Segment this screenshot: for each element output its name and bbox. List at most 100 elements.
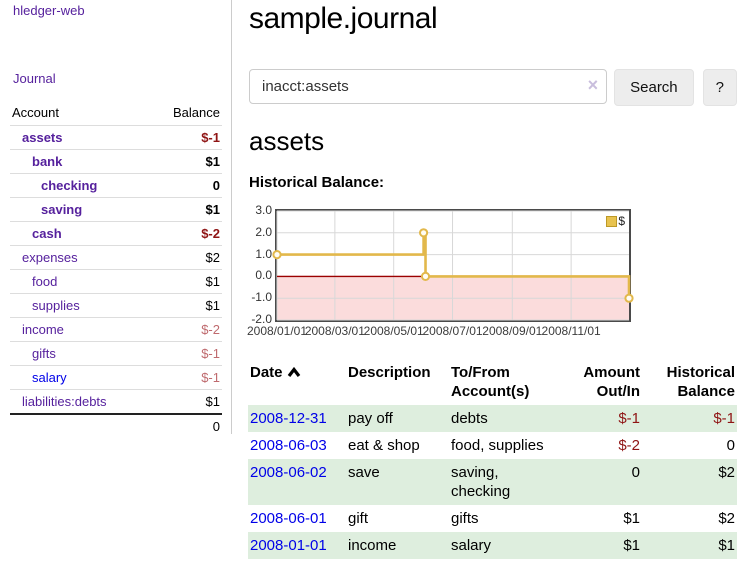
transaction-description: income [348,537,397,554]
account-heading: assets [249,126,325,156]
account-balance: $-1 [149,125,222,150]
account-link-gifts[interactable]: gifts [32,346,56,361]
y-tick-label: 2.0 [255,224,272,239]
sidebar-item-journal[interactable]: Journal [13,71,56,86]
transaction-description: save [348,464,380,481]
account-link-expenses[interactable]: expenses [22,250,78,265]
main-content: sample.journal × Search ? assets Histori… [246,0,737,582]
account-balance: $-1 [149,365,222,390]
transaction-description: gift [348,510,369,527]
y-tick-label: 0.0 [255,268,272,283]
account-link-food[interactable]: food [32,274,58,289]
transaction-description: pay off [348,410,393,427]
plot-area[interactable]: $ [272,209,634,322]
account-row: supplies $1 [10,293,222,318]
transaction-amount: $-1 [618,410,640,427]
legend-label: $ [618,214,625,228]
x-tick-label: 2008/03/01 [304,324,365,338]
transaction-date-link[interactable]: 2008-06-03 [250,437,327,454]
account-row: bank $1 [10,149,222,174]
account-row: gifts $-1 [10,341,222,366]
y-tick-label: -2.0 [251,312,272,326]
accounts-total-value: 0 [149,413,222,438]
transaction-balance: $2 [718,464,735,481]
page-title: sample.journal [249,2,438,35]
account-link-income[interactable]: income [22,322,64,337]
account-row: cash $-2 [10,221,222,246]
account-link-saving[interactable]: saving [41,202,83,217]
transaction-balance: $1 [718,537,735,554]
account-balance: $2 [149,245,222,270]
accounts-header-account: Account [12,105,59,120]
register-row: 2008-06-03 eat & shop food, supplies $-2… [248,432,737,459]
search-help-button[interactable]: ? [702,69,737,106]
account-link-liabilities-debts[interactable]: liabilities:debts [22,394,107,409]
search-button[interactable]: Search [614,69,694,106]
legend-swatch [606,215,618,227]
account-row: liabilities:debts $1 [10,389,222,414]
clear-search-icon[interactable]: × [587,75,599,95]
transaction-accounts: debts [451,410,488,427]
register-table: Date Description To/From Account(s) Amou… [248,361,737,559]
account-balance: 0 [149,173,222,198]
x-tick-label: 2008/09/01 [482,324,543,338]
account-balance: $1 [149,293,222,318]
register-header-date[interactable]: Date [248,361,346,405]
transaction-accounts: salary [451,537,492,554]
transaction-amount: $1 [623,510,640,527]
register-row: 2008-12-31 pay off debts $-1 $-1 [248,405,737,432]
account-balance: $1 [149,197,222,222]
search-form: × Search ? [249,69,737,106]
accounts-header-balance: Balance [173,105,220,120]
y-tick-label: 3.0 [255,203,272,217]
account-balance: $1 [149,269,222,294]
register-row: 2008-06-02 save saving, checking 0 $2 [248,459,737,505]
search-input[interactable] [249,69,608,104]
account-link-assets[interactable]: assets [22,130,63,145]
account-link-supplies[interactable]: supplies [32,298,80,313]
y-tick-label: -1.0 [251,290,272,305]
transaction-balance: $-1 [713,410,735,427]
transaction-balance: $2 [718,510,735,527]
x-tick-label: 2008/01/01 [246,324,308,338]
transaction-amount: 0 [631,464,640,481]
transaction-accounts: food, supplies [451,437,544,454]
x-tick-label: 2008/11/01 [541,324,601,338]
account-link-checking[interactable]: checking [41,178,98,193]
chart-legend: $ [606,214,625,228]
sort-ascending-icon[interactable] [287,364,301,383]
account-row: saving $1 [10,197,222,222]
sidebar: hledger-web Journal Account Balance asse… [0,0,232,438]
app-title-link[interactable]: hledger-web [13,3,85,18]
account-balance: $-2 [149,317,222,342]
account-balance: $1 [149,389,222,414]
account-balance: $-2 [149,221,222,246]
register-row: 2008-01-01 income salary $1 $1 [248,532,737,559]
x-tick-label: 2008/07/01 [422,324,483,338]
transaction-amount: $1 [623,537,640,554]
transaction-date-link[interactable]: 2008-01-01 [250,537,327,554]
accounts-total-row: 0 [10,413,222,438]
transaction-accounts: gifts [451,510,479,527]
account-row: salary $-1 [10,365,222,390]
register-row: 2008-06-01 gift gifts $1 $2 [248,505,737,532]
register-header-description: Description [348,364,431,381]
balance-chart: $ 3.0 2.0 1.0 0.0 -1.0 -2.0 2008/01/01 2008/03/… [246,203,737,343]
transaction-date-link[interactable]: 2008-06-02 [250,464,327,481]
account-link-cash[interactable]: cash [32,226,62,241]
account-balance: $-1 [149,341,222,366]
y-tick-label: 1.0 [255,246,272,261]
account-link-salary[interactable]: salary [32,370,67,385]
account-row: assets $-1 [10,125,222,150]
account-row: checking 0 [10,173,222,198]
transaction-date-link[interactable]: 2008-12-31 [250,410,327,427]
account-link-bank[interactable]: bank [32,154,63,169]
chart-title: Historical Balance: [249,174,385,191]
transaction-balance: 0 [726,437,735,454]
account-balance: $1 [149,149,222,174]
x-tick-label: 2008/05/01 [363,324,424,338]
transaction-date-link[interactable]: 2008-06-01 [250,510,327,527]
transaction-accounts: saving, checking [451,464,511,500]
register-header-balance: Historical Balance [666,364,735,400]
transaction-amount: $-2 [618,437,640,454]
